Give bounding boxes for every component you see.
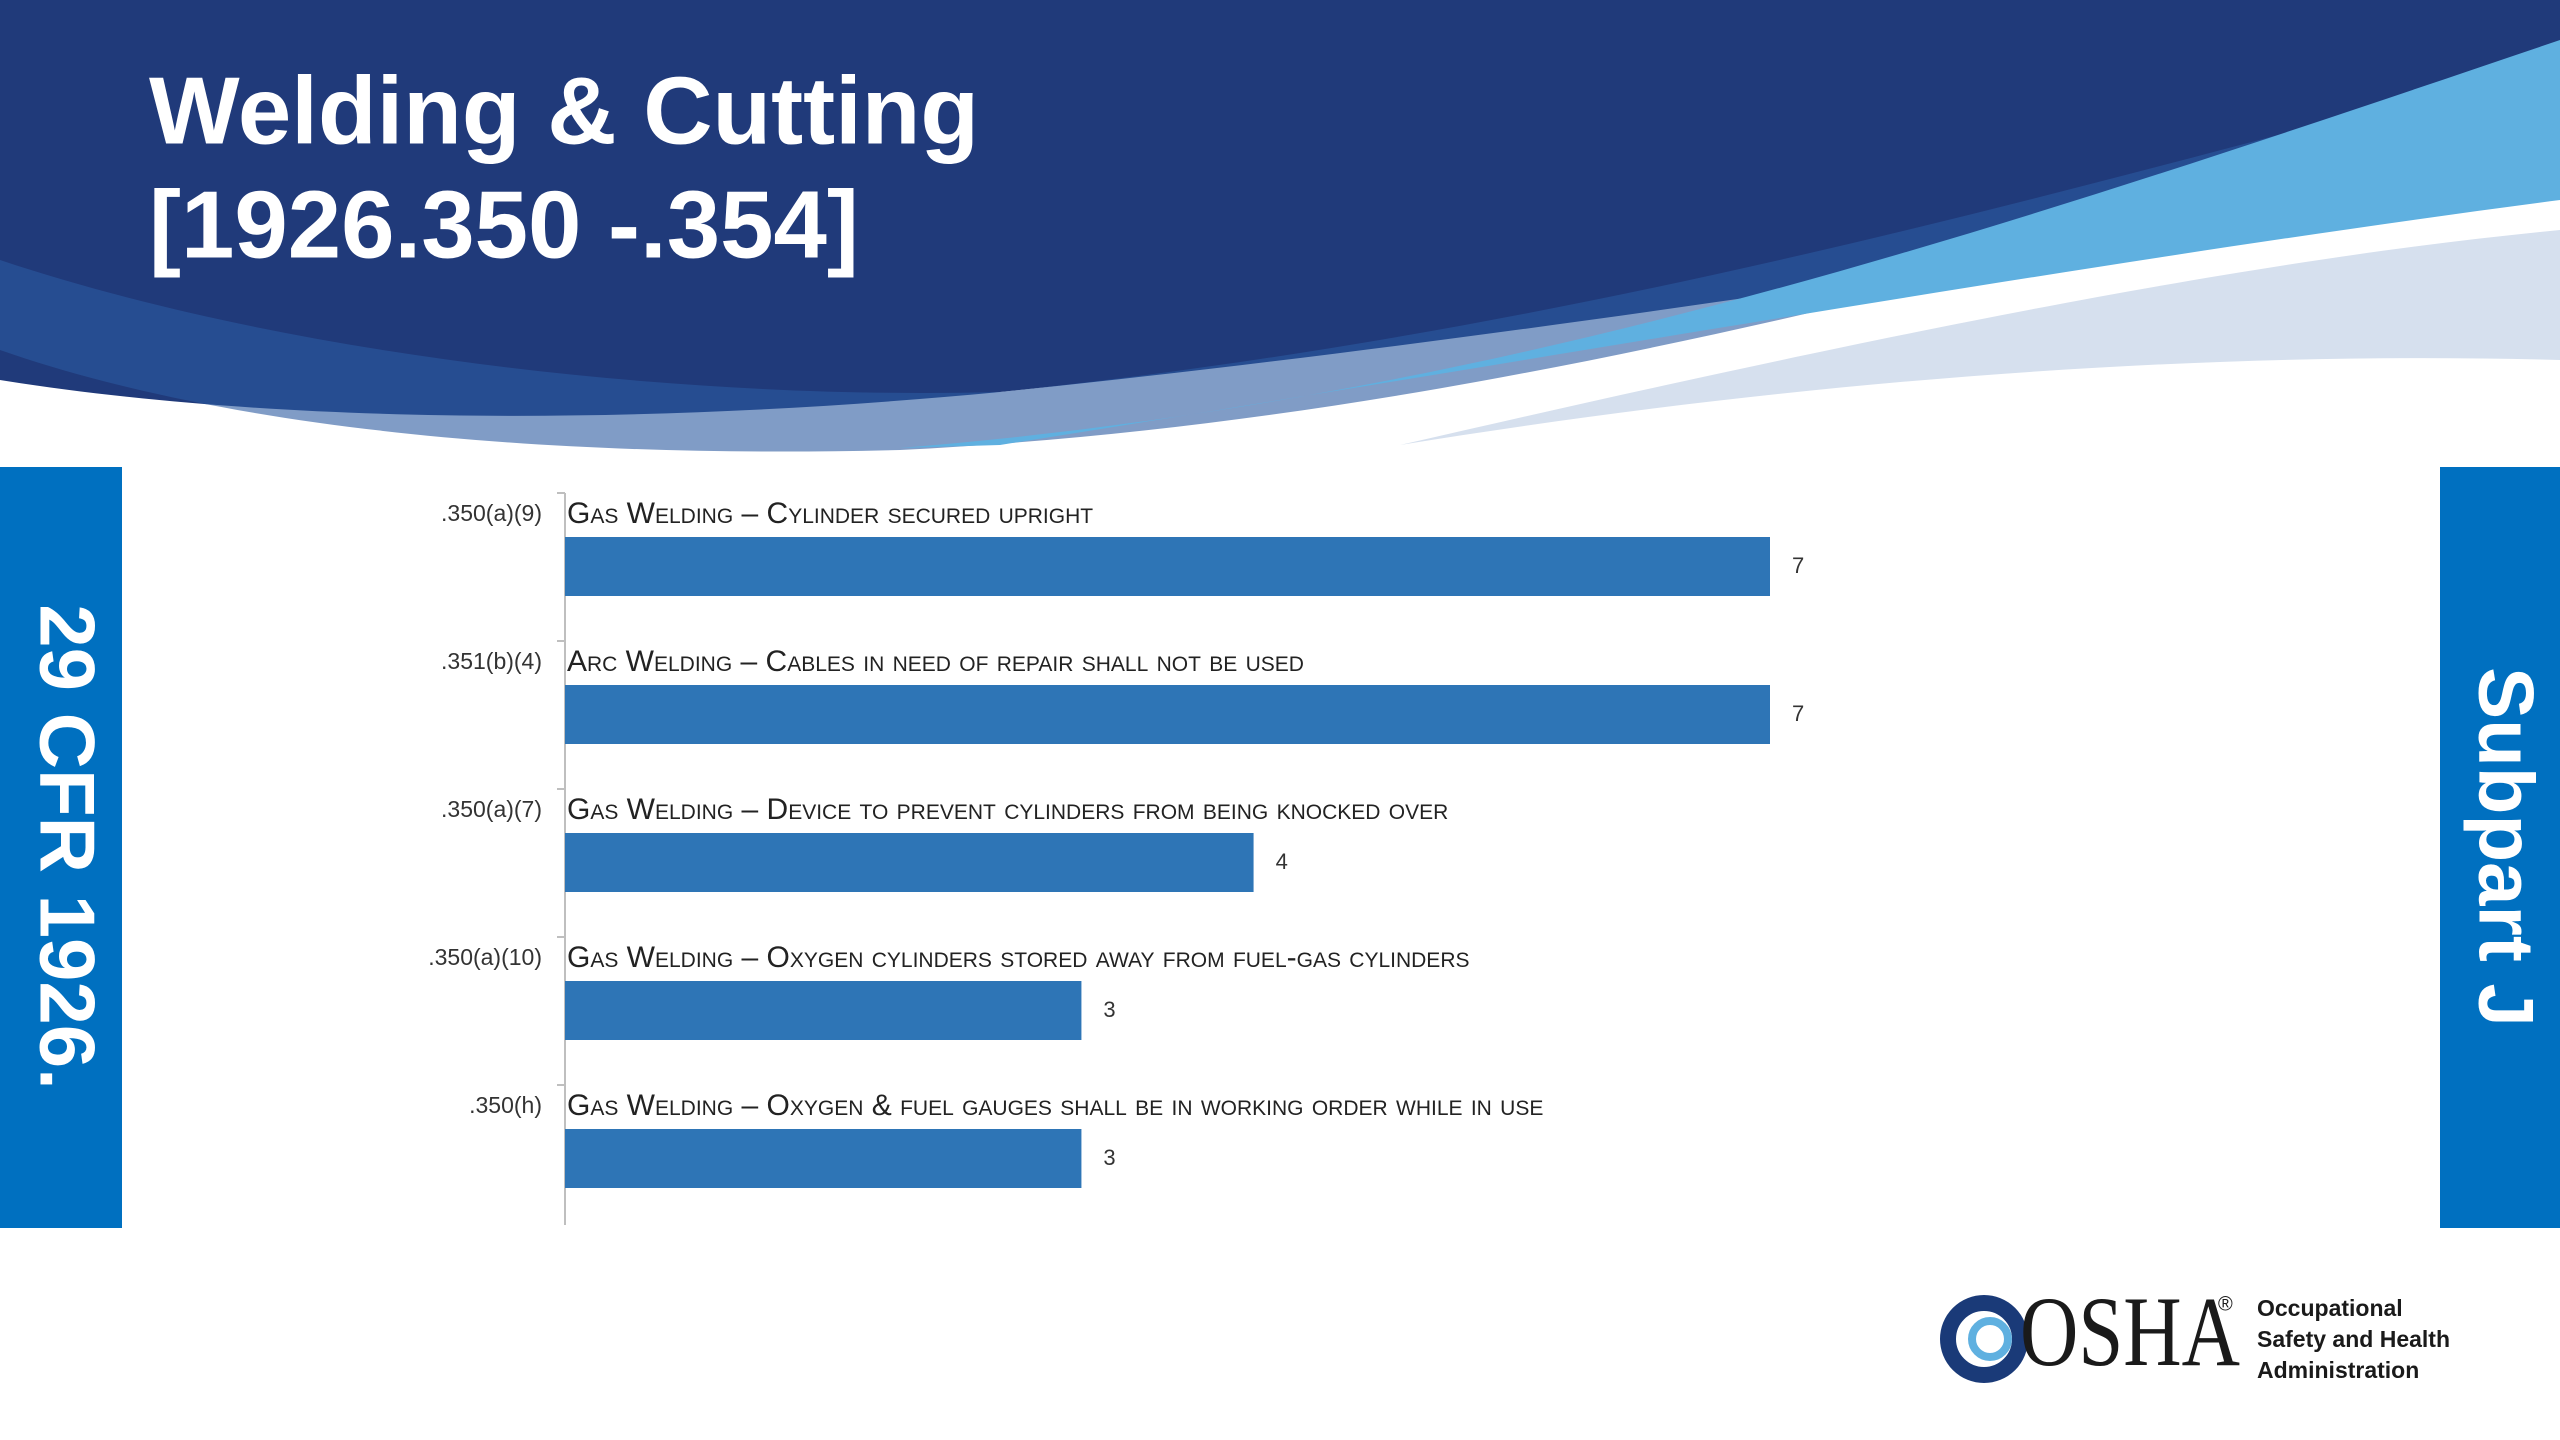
bar-description: Gas Welding – Device to prevent cylinder… (567, 793, 1448, 826)
logo-ring-inner (1968, 1317, 2012, 1361)
logo-line: Administration (2257, 1357, 2419, 1383)
value-label: 7 (1792, 701, 1804, 726)
right-banner-text: Subpart J (2462, 667, 2550, 1027)
bar (565, 981, 1082, 1040)
logo-registered: ® (2218, 1293, 2233, 1315)
title-line: Welding & Cutting (149, 57, 979, 164)
category-label: .350(a)(7) (441, 796, 542, 822)
value-label: 4 (1276, 849, 1288, 874)
logo-line: Safety and Health (2257, 1326, 2450, 1352)
logo-line: Occupational (2257, 1295, 2403, 1321)
bar-description: Gas Welding – Cylinder secured upright (567, 497, 1093, 530)
left-banner (0, 467, 122, 1228)
category-label: .351(b)(4) (441, 648, 542, 674)
bar (565, 833, 1254, 892)
bar-description: Gas Welding – Oxygen cylinders stored aw… (567, 941, 1470, 974)
bar (565, 685, 1770, 744)
header-wave-light (900, 40, 2560, 448)
category-label: .350(h) (469, 1092, 542, 1118)
logo-ring (1940, 1295, 2028, 1383)
value-label: 3 (1103, 997, 1115, 1022)
value-label: 7 (1792, 553, 1804, 578)
left-banner-text: 29 CFR 1926. (23, 604, 111, 1090)
category-label: .350(a)(9) (441, 500, 542, 526)
right-banner (2440, 467, 2560, 1228)
category-label: .350(a)(10) (428, 944, 542, 970)
bar-description: Arc Welding – Cables in need of repair s… (567, 645, 1304, 678)
header-wave-pale (1400, 230, 2560, 445)
value-label: 3 (1103, 1145, 1115, 1170)
header-wave (0, 60, 2560, 452)
header-band (0, 0, 2560, 416)
title-line: [1926.350 -.354] (149, 171, 859, 278)
bar-description: Gas Welding – Oxygen & fuel gauges shall… (567, 1089, 1543, 1122)
osha-logo: OSHA ® Occupational Safety and Health Ad… (1940, 1276, 2450, 1387)
logo-mark: OSHA (2020, 1276, 2240, 1387)
bar (565, 537, 1770, 596)
bar (565, 1129, 1082, 1188)
